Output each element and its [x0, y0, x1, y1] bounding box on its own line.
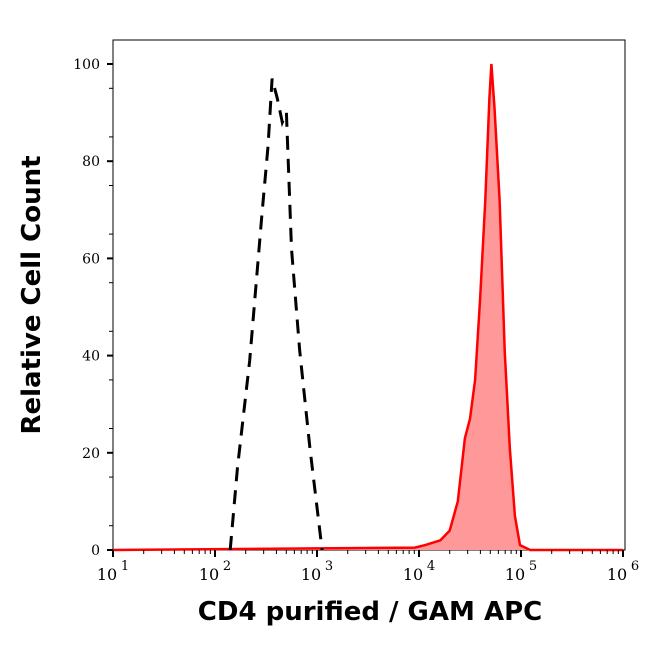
y-tick-label: 0 — [91, 543, 100, 559]
y-tick-label: 100 — [73, 57, 100, 73]
y-tick-label: 40 — [82, 349, 100, 365]
y-tick-label: 80 — [82, 154, 100, 170]
plot-frame — [112, 39, 626, 551]
stained-histogram-line — [112, 63, 623, 552]
x-tick-label: 10 — [505, 565, 525, 584]
x-axis-label: CD4 purified / GAM APC — [198, 597, 542, 627]
y-tick-label: 60 — [82, 251, 100, 267]
x-tick-label: 10 — [403, 565, 423, 584]
x-tick-exponent: 5 — [529, 559, 537, 574]
control-histogram-line — [228, 78, 324, 551]
y-axis-label: Relative Cell Count — [17, 155, 47, 434]
x-tick-exponent: 1 — [121, 559, 129, 574]
x-tick-label: 10 — [607, 565, 627, 584]
x-tick-label: 10 — [97, 565, 117, 584]
x-tick-exponent: 2 — [223, 559, 231, 574]
x-tick-label: 10 — [199, 565, 219, 584]
x-tick-label: 10 — [301, 565, 321, 584]
stained-histogram-fill — [113, 64, 623, 550]
x-tick-exponent: 6 — [631, 559, 639, 574]
y-tick-label: 20 — [82, 446, 100, 462]
x-tick-exponent: 3 — [325, 559, 333, 574]
x-tick-exponent: 4 — [427, 559, 435, 574]
